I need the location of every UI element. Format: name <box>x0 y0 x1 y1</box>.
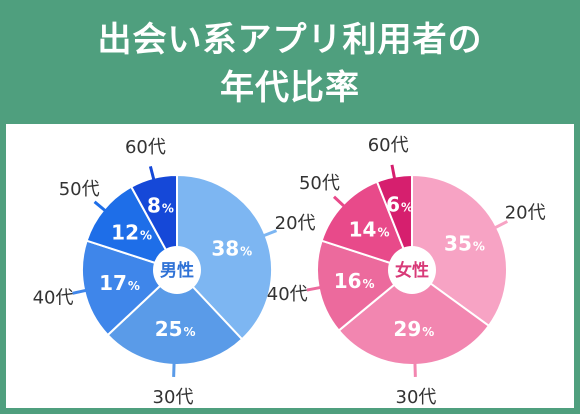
category-label: 40代 <box>33 288 74 309</box>
leader-line <box>494 220 509 230</box>
category-label: 50代 <box>59 179 100 200</box>
category-label: 60代 <box>368 135 409 156</box>
slice-value-label: 6% <box>386 193 413 217</box>
center-label: 女性 <box>395 260 429 281</box>
slice-value-label: 35% <box>444 231 485 255</box>
category-label: 50代 <box>299 173 340 194</box>
leader-line <box>148 165 156 181</box>
category-label: 20代 <box>275 213 316 234</box>
title-line-2: 年代比率 <box>220 68 360 108</box>
category-label: 30代 <box>153 387 194 408</box>
leader-line <box>72 288 87 295</box>
center-badge <box>153 246 201 294</box>
category-label: 40代 <box>267 284 308 305</box>
title-line-1: 出会い系アプリ利用者の <box>97 20 483 60</box>
category-label: 30代 <box>396 387 437 408</box>
slice-value-label: 14% <box>349 218 390 242</box>
leader-line <box>93 200 107 212</box>
leader-line <box>262 229 278 238</box>
center-label: 男性 <box>160 260 194 281</box>
slice-value-label: 38% <box>211 236 252 260</box>
category-label: 20代 <box>505 202 546 223</box>
slice-value-label: 25% <box>155 317 196 341</box>
category-label: 60代 <box>125 137 166 158</box>
center-badge <box>388 246 436 294</box>
leader-line <box>332 195 346 208</box>
slice-value-label: 29% <box>393 317 434 341</box>
leader-line <box>306 285 321 292</box>
slice-value-label: 8% <box>147 194 174 218</box>
leader-line <box>390 164 397 179</box>
slice-value-label: 12% <box>111 220 152 244</box>
header-banner: 出会い系アプリ利用者の 年代比率 <box>6 6 574 124</box>
slice-value-label: 16% <box>334 269 375 293</box>
slice-value-label: 17% <box>99 271 140 295</box>
